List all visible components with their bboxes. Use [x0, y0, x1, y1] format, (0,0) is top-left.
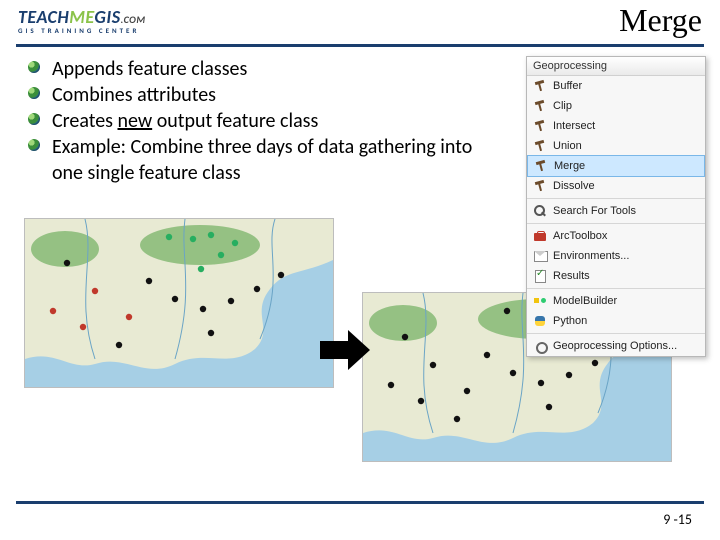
menu-item-label: Clip: [553, 100, 572, 112]
bullet-text: Combines attributes: [52, 83, 216, 107]
menu-item-modelbuilder[interactable]: ModelBuilder: [527, 291, 705, 311]
menu-separator: [527, 333, 705, 334]
menu-item-label: Union: [553, 140, 582, 152]
menu-item-label: Intersect: [553, 120, 595, 132]
header-rule: [16, 44, 704, 47]
hammer-icon: [533, 179, 547, 193]
menu-item-label: Search For Tools: [553, 205, 636, 217]
globe-icon: [28, 139, 40, 151]
hammer-icon: [533, 139, 547, 153]
bullet-item: Example: Combine three days of data gath…: [24, 134, 484, 186]
bullet-item: Combines attributes: [24, 82, 484, 108]
hammer-icon: [534, 159, 548, 173]
logo-text: TEACHMEGIS.COM: [18, 6, 146, 28]
logo-gis: GIS: [94, 6, 120, 28]
hammer-icon: [533, 79, 547, 93]
python-icon: [533, 314, 547, 328]
globe-icon: [28, 113, 40, 125]
menu-item-results[interactable]: Results: [527, 266, 705, 286]
geoprocessing-menu: Geoprocessing Buffer Clip Intersect Union Me…: [526, 56, 706, 357]
menu-item-search-for-tools[interactable]: Search For Tools: [527, 201, 705, 221]
menu-separator: [527, 288, 705, 289]
bullet-text-underlined: new: [118, 109, 153, 133]
map-input: [24, 218, 334, 388]
globe-icon: [28, 87, 40, 99]
results-icon: [533, 269, 547, 283]
logo-me: ME: [69, 6, 94, 28]
menu-item-label: Environments...: [553, 250, 629, 262]
model-icon: [533, 294, 547, 308]
logo-teach: TEACH: [18, 6, 69, 28]
menu-item-intersect[interactable]: Intersect: [527, 116, 705, 136]
menu-item-label: Buffer: [553, 80, 582, 92]
globe-icon: [28, 61, 40, 73]
search-icon: [533, 204, 547, 218]
menu-separator: [527, 223, 705, 224]
logo: TEACHMEGIS.COM GIS TRAINING CENTER: [18, 6, 146, 35]
menu-item-dissolve[interactable]: Dissolve: [527, 176, 705, 196]
bullet-text: Appends feature classes: [52, 57, 247, 81]
menu-item-label: Merge: [554, 160, 585, 172]
menu-item-geoprocessing-options[interactable]: Geoprocessing Options...: [527, 336, 705, 356]
menu-separator: [527, 198, 705, 199]
menu-item-label: Dissolve: [553, 180, 595, 192]
hammer-icon: [533, 119, 547, 133]
bullet-list: Appends feature classesCombines attribut…: [24, 56, 484, 186]
toolbox-icon: [533, 229, 547, 243]
menu-item-label: ArcToolbox: [553, 230, 607, 242]
menu-item-arctoolbox[interactable]: ArcToolbox: [527, 226, 705, 246]
bullet-text: Example: Combine three days of data gath…: [52, 135, 472, 185]
menu-item-label: Geoprocessing Options...: [553, 340, 677, 352]
slide-title: Merge: [619, 2, 702, 39]
menu-item-python[interactable]: Python: [527, 311, 705, 331]
bullet-text: output feature class: [152, 109, 318, 133]
bullet-item: Appends feature classes: [24, 56, 484, 82]
env-icon: [533, 249, 547, 263]
gear-icon: [533, 339, 547, 353]
menu-item-label: Results: [553, 270, 590, 282]
menu-title: Geoprocessing: [527, 57, 705, 76]
menu-item-union[interactable]: Union: [527, 136, 705, 156]
arrow-icon: [320, 330, 374, 370]
logo-com: .COM: [121, 13, 146, 26]
menu-item-clip[interactable]: Clip: [527, 96, 705, 116]
page-number: 9 -15: [663, 511, 692, 528]
hammer-icon: [533, 99, 547, 113]
menu-item-environments[interactable]: Environments...: [527, 246, 705, 266]
slide-header: TEACHMEGIS.COM GIS TRAINING CENTER Merge: [0, 0, 720, 46]
menu-item-label: ModelBuilder: [553, 295, 617, 307]
menu-item-label: Python: [553, 315, 587, 327]
menu-item-buffer[interactable]: Buffer: [527, 76, 705, 96]
footer-rule: [16, 501, 704, 504]
bullet-text: Creates: [52, 109, 118, 133]
bullet-item: Creates new output feature class: [24, 108, 484, 134]
logo-subtitle: GIS TRAINING CENTER: [18, 26, 146, 35]
menu-item-merge[interactable]: Merge: [527, 155, 705, 177]
